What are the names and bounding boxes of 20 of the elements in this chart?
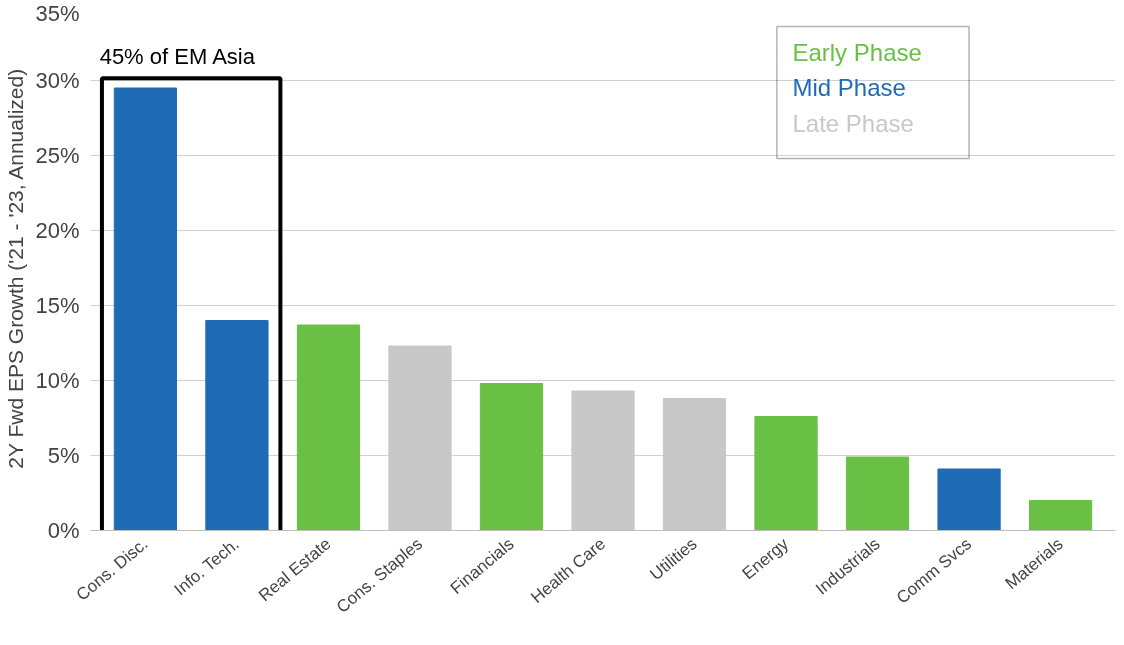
y-axis-title: 2Y Fwd EPS Growth ('21 - '23, Annualized) (4, 68, 28, 469)
y-tick-label: 25% (35, 143, 80, 168)
y-tick-label: 10% (35, 368, 80, 393)
x-tick-label: Info. Tech. (170, 534, 243, 600)
bar (754, 416, 818, 531)
text: Early Phase (792, 38, 922, 66)
text: Mid Phase (792, 74, 906, 102)
y-tick-label: 5% (47, 443, 80, 468)
annotation: 45% of EM Asia (99, 43, 256, 69)
bar (937, 468, 1001, 531)
y-tick-label: 20% (35, 218, 80, 243)
bar (1028, 500, 1093, 531)
y-tick-label: 0% (47, 518, 80, 543)
bar (845, 456, 910, 531)
bar (479, 383, 544, 531)
y-tick-label: 30% (35, 68, 80, 93)
bar (205, 320, 269, 531)
y-tick-label: 15% (35, 293, 80, 318)
bar (296, 324, 361, 531)
y-tick-label: 35% (35, 0, 80, 26)
